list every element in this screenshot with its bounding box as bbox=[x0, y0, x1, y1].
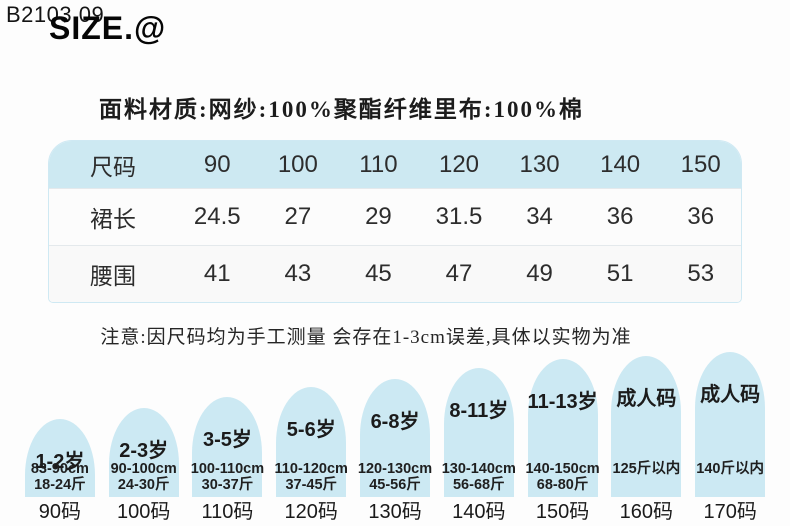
table-cell: 31.5 bbox=[435, 203, 483, 230]
age-range-label: 成人码 bbox=[700, 384, 761, 406]
age-range-label: 11-13岁 bbox=[527, 391, 598, 413]
spec-lines: 83-90cm 18-24斤 bbox=[31, 461, 89, 495]
table-cell: 29 bbox=[365, 203, 392, 230]
table-cell: 90 bbox=[203, 150, 231, 178]
age-size-guide: 1-2岁 83-90cm 18-24斤 90码 2-3岁 90-100cm 24-30斤 10… bbox=[18, 352, 772, 523]
age-range-label: 1-2岁 bbox=[35, 451, 85, 473]
size-code-label: 100码 bbox=[116, 501, 171, 523]
size-code-label: 150码 bbox=[535, 501, 590, 523]
size-code-label: 90码 bbox=[38, 501, 82, 523]
age-range-label: 成人码 bbox=[616, 388, 677, 410]
table-header-row: 尺码 90 100 110 120 130 140 150 bbox=[49, 141, 741, 188]
spec-lines: 100-110cm 30-37斤 bbox=[191, 461, 264, 495]
age-arch-shape: 成人码 140斤以内 bbox=[695, 352, 766, 497]
table-cell: 150 bbox=[680, 150, 721, 178]
measurement-note: 注意:因尺码均为手工测量 会存在1-3cm误差,具体以实物为准 bbox=[100, 327, 632, 348]
age-size-group: 成人码 125斤以内 160码 bbox=[604, 352, 688, 523]
spec-line: 56-68斤 bbox=[452, 477, 505, 493]
spec-lines: 125斤以内 bbox=[613, 461, 681, 495]
table-cell: 41 bbox=[203, 260, 231, 287]
size-code-label: 140码 bbox=[452, 501, 506, 523]
age-size-group: 5-6岁 110-120cm 37-45斤 120码 bbox=[269, 352, 353, 523]
table-row: 裙长 24.5 27 29 31.5 34 36 36 bbox=[49, 188, 741, 245]
spec-line: 110-120cm bbox=[274, 461, 348, 477]
spec-line: 130-140cm bbox=[441, 461, 516, 477]
age-size-group: 2-3岁 90-100cm 24-30斤 100码 bbox=[102, 352, 186, 523]
spec-line: 83-90cm bbox=[30, 461, 89, 477]
age-range-label: 8-11岁 bbox=[449, 400, 509, 422]
spec-line: 125斤以内 bbox=[612, 461, 681, 477]
table-cell: 27 bbox=[284, 203, 312, 230]
fabric-material-line: 面料材质:网纱:100%聚酯纤维里布:100%棉 bbox=[99, 97, 584, 122]
row-label: 尺码 bbox=[90, 153, 136, 180]
spec-lines: 140-150cm 68-80斤 bbox=[525, 461, 599, 495]
spec-line: 18-24斤 bbox=[34, 477, 86, 493]
spec-line: 30-37斤 bbox=[201, 477, 254, 493]
age-range-label: 6-8岁 bbox=[370, 411, 420, 433]
size-code-label: 170码 bbox=[703, 501, 757, 523]
age-range-label: 2-3岁 bbox=[119, 440, 169, 462]
table-cell: 130 bbox=[519, 150, 560, 178]
table-cell: 53 bbox=[687, 260, 715, 287]
product-code-watermark: B2103 09 bbox=[6, 2, 105, 27]
spec-line: 24-30斤 bbox=[117, 477, 170, 493]
spec-line: 37-45斤 bbox=[285, 477, 338, 493]
age-arch-shape: 11-13岁 140-150cm 68-80斤 bbox=[525, 359, 600, 497]
age-size-group: 1-2岁 83-90cm 18-24斤 90码 bbox=[18, 352, 102, 523]
spec-line: 140-150cm bbox=[525, 461, 600, 477]
table-cell: 36 bbox=[606, 203, 634, 230]
table-cell: 120 bbox=[438, 150, 480, 178]
table-cell: 34 bbox=[526, 203, 553, 230]
spec-line: 100-110cm bbox=[190, 461, 265, 477]
age-range-label: 3-5岁 bbox=[203, 429, 252, 451]
age-arch-shape: 6-8岁 120-130cm 45-56斤 bbox=[358, 379, 432, 497]
table-cell: 36 bbox=[687, 203, 715, 230]
table-cell: 49 bbox=[526, 260, 553, 287]
age-arch-shape: 8-11岁 130-140cm 56-68斤 bbox=[442, 368, 516, 497]
table-cell: 45 bbox=[365, 260, 392, 287]
row-label: 裙长 bbox=[90, 206, 136, 232]
age-size-group: 6-8岁 120-130cm 45-56斤 130码 bbox=[353, 352, 437, 523]
size-table: 尺码 90 100 110 120 130 140 150 裙长 24.5 27 29 31.5 34 36… bbox=[48, 140, 742, 303]
age-size-group: 成人码 140斤以内 170码 bbox=[688, 352, 772, 523]
spec-lines: 90-100cm 24-30斤 bbox=[111, 461, 177, 495]
size-code-label: 110码 bbox=[201, 501, 254, 523]
age-size-group: 11-13岁 140-150cm 68-80斤 150码 bbox=[521, 352, 605, 523]
table-cell: 100 bbox=[277, 150, 318, 178]
age-arch-shape: 1-2岁 83-90cm 18-24斤 bbox=[24, 419, 95, 497]
table-cell: 110 bbox=[359, 150, 398, 178]
spec-lines: 120-130cm 45-56斤 bbox=[358, 461, 432, 495]
table-cell: 47 bbox=[445, 260, 473, 287]
table-cell: 140 bbox=[600, 150, 641, 178]
size-code-label: 130码 bbox=[368, 501, 422, 523]
row-label: 腰围 bbox=[90, 263, 136, 289]
spec-line: 140斤以内 bbox=[696, 461, 764, 477]
table-cell: 51 bbox=[606, 260, 634, 287]
table-cell: 43 bbox=[284, 260, 312, 287]
table-cell: 24.5 bbox=[193, 203, 241, 230]
age-size-group: 8-11岁 130-140cm 56-68斤 140码 bbox=[437, 352, 521, 523]
age-size-group: 3-5岁 100-110cm 30-37斤 110码 bbox=[186, 352, 270, 523]
size-code-label: 120码 bbox=[284, 501, 338, 523]
spec-line: 120-130cm bbox=[357, 461, 433, 477]
spec-lines: 130-140cm 56-68斤 bbox=[442, 461, 516, 495]
size-chart-title: SIZE.@ bbox=[49, 10, 167, 46]
table-row: 腰围 41 43 45 47 49 51 53 bbox=[49, 245, 741, 302]
age-arch-shape: 2-3岁 90-100cm 24-30斤 bbox=[108, 408, 179, 497]
spec-line: 45-56斤 bbox=[369, 477, 421, 493]
spec-line: 68-80斤 bbox=[536, 477, 589, 493]
size-code-label: 160码 bbox=[619, 501, 674, 523]
spec-line: 90-100cm bbox=[110, 461, 177, 477]
age-arch-shape: 3-5岁 100-110cm 30-37斤 bbox=[191, 397, 264, 497]
spec-lines: 140斤以内 bbox=[696, 461, 764, 495]
spec-lines: 110-120cm 37-45斤 bbox=[275, 461, 348, 495]
age-range-label: 5-6岁 bbox=[286, 419, 336, 441]
age-arch-shape: 5-6岁 110-120cm 37-45斤 bbox=[275, 387, 348, 497]
age-arch-shape: 成人码 125斤以内 bbox=[611, 356, 682, 497]
